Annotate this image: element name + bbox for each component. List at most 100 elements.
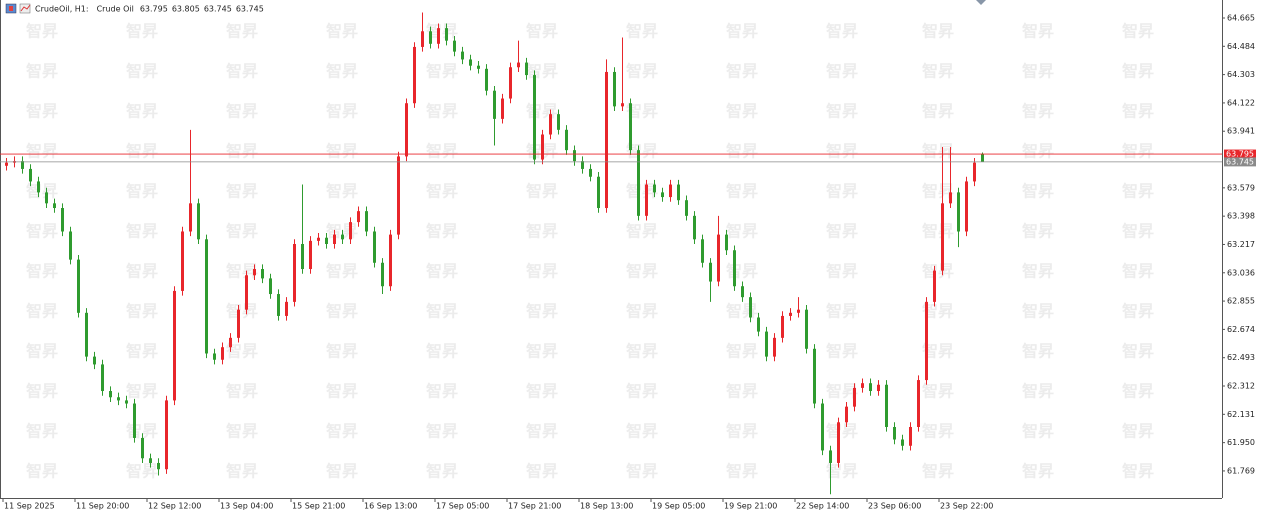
- candle-body: [709, 262, 712, 282]
- watermark: 智昇: [426, 422, 458, 441]
- candle-body: [845, 406, 848, 423]
- watermark: 智昇: [526, 422, 558, 441]
- candle-body: [173, 290, 176, 401]
- candle-body: [157, 462, 160, 470]
- y-tick-label: 64.665: [1227, 13, 1255, 22]
- x-tick-label: 17 Sep 21:00: [508, 502, 561, 511]
- candle-body: [53, 203, 56, 209]
- watermark: 智昇: [126, 62, 158, 81]
- candle-body: [861, 383, 864, 388]
- candle-body: [325, 237, 328, 244]
- candle-body: [829, 450, 832, 463]
- candle-body: [365, 211, 368, 232]
- watermark: 智昇: [922, 22, 954, 41]
- candle-body: [781, 315, 784, 338]
- candle-body: [317, 237, 320, 241]
- candle-body: [957, 192, 960, 232]
- candle-body: [693, 215, 696, 240]
- candle-body: [749, 297, 752, 318]
- watermark: 智昇: [922, 142, 954, 161]
- candle-body: [549, 114, 552, 135]
- watermark: 智昇: [26, 342, 58, 361]
- candle-body: [885, 384, 888, 427]
- watermark: 智昇: [826, 422, 858, 441]
- y-tick-label: 61.950: [1227, 438, 1255, 447]
- candle-body: [357, 211, 360, 223]
- watermark: 智昇: [226, 102, 258, 121]
- watermark: 智昇: [922, 462, 954, 481]
- watermark: 智昇: [226, 182, 258, 201]
- y-tick-label: 64.122: [1227, 98, 1255, 107]
- candle-body: [901, 439, 904, 446]
- watermark: 智昇: [826, 62, 858, 81]
- candle-body: [397, 156, 400, 235]
- watermark: 智昇: [626, 342, 658, 361]
- candle-body: [493, 90, 496, 119]
- candle-body: [797, 309, 800, 313]
- candle-body: [477, 65, 480, 69]
- y-tick-label: 62.131: [1227, 410, 1255, 419]
- x-tick-label: 23 Sep 22:00: [940, 502, 993, 511]
- watermark: 智昇: [626, 142, 658, 161]
- watermark: 智昇: [126, 182, 158, 201]
- watermark: 智昇: [26, 462, 58, 481]
- watermark: 智昇: [326, 382, 358, 401]
- chart-icon: [19, 3, 31, 14]
- watermark: 智昇: [226, 422, 258, 441]
- watermark: 智昇: [1122, 142, 1154, 161]
- candle-body: [813, 348, 816, 404]
- ohlc-value: 63.745: [236, 5, 264, 14]
- candle-body: [197, 203, 200, 240]
- candle-body: [645, 184, 648, 216]
- candle-body: [909, 426, 912, 446]
- candle-body: [413, 46, 416, 104]
- watermark: 智昇: [1122, 222, 1154, 241]
- watermark: 智昇: [326, 102, 358, 121]
- x-tick-label: 19 Sep 21:00: [724, 502, 777, 511]
- candle-body: [445, 28, 448, 41]
- watermark: 智昇: [1122, 422, 1154, 441]
- candle-body: [789, 312, 792, 316]
- watermark: 智昇: [126, 102, 158, 121]
- watermark: 智昇: [326, 182, 358, 201]
- candle-body: [469, 59, 472, 66]
- candle-body: [501, 98, 504, 119]
- candle-body: [101, 364, 104, 392]
- watermark: 智昇: [426, 22, 458, 41]
- watermark: 智昇: [26, 302, 58, 321]
- watermark: 智昇: [922, 262, 954, 281]
- watermark: 智昇: [26, 142, 58, 161]
- watermark: 智昇: [626, 182, 658, 201]
- watermark: 智昇: [826, 222, 858, 241]
- watermark: 智昇: [826, 342, 858, 361]
- watermark: 智昇: [626, 262, 658, 281]
- watermark: 智昇: [126, 382, 158, 401]
- watermark: 智昇: [1022, 262, 1054, 281]
- watermark: 智昇: [1122, 182, 1154, 201]
- description: Crude Oil: [97, 5, 134, 14]
- watermark: 智昇: [226, 62, 258, 81]
- watermark: 智昇: [922, 422, 954, 441]
- watermark: 智昇: [526, 182, 558, 201]
- watermark: 智昇: [326, 342, 358, 361]
- candle-body: [925, 301, 928, 381]
- y-tick-label: 62.312: [1227, 382, 1255, 391]
- watermark: 智昇: [826, 142, 858, 161]
- candle-body: [221, 347, 224, 360]
- candle-body: [309, 240, 312, 270]
- y-tick-label: 62.855: [1227, 297, 1255, 306]
- y-tick-label: 63.036: [1227, 268, 1255, 277]
- watermark: 智昇: [126, 302, 158, 321]
- watermark: 智昇: [726, 22, 758, 41]
- candle-body: [109, 391, 112, 398]
- candle-body: [629, 103, 632, 151]
- watermark: 智昇: [426, 342, 458, 361]
- candle-body: [725, 234, 728, 251]
- watermark: 智昇: [1022, 462, 1054, 481]
- watermark: 智昇: [126, 22, 158, 41]
- watermark: 智昇: [626, 382, 658, 401]
- watermark: 智昇: [326, 62, 358, 81]
- watermark: 智昇: [426, 182, 458, 201]
